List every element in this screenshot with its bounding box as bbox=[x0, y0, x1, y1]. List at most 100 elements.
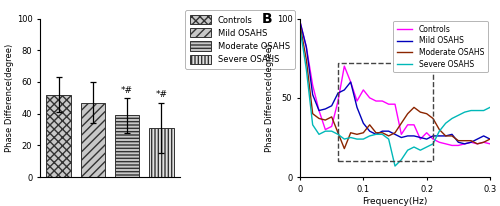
Moderate OSAHS bbox=[297, 24, 303, 26]
Severe OSAHS bbox=[366, 135, 372, 137]
Moderate OSAHS bbox=[354, 133, 360, 136]
Severe OSAHS bbox=[474, 109, 480, 112]
Controls bbox=[480, 141, 486, 144]
Moderate OSAHS bbox=[360, 131, 366, 134]
Moderate OSAHS bbox=[398, 122, 404, 124]
Mild OSAHS bbox=[442, 135, 448, 137]
Text: *#: *# bbox=[121, 86, 133, 95]
Mild OSAHS bbox=[392, 133, 398, 136]
Controls bbox=[366, 97, 372, 99]
Moderate OSAHS bbox=[436, 128, 442, 131]
Y-axis label: Phase Difference(degree): Phase Difference(degree) bbox=[265, 44, 274, 152]
Controls bbox=[328, 125, 334, 128]
Moderate OSAHS bbox=[462, 139, 468, 142]
Mild OSAHS bbox=[316, 109, 322, 112]
Controls bbox=[304, 46, 310, 48]
Mild OSAHS bbox=[342, 89, 347, 91]
Moderate OSAHS bbox=[328, 116, 334, 118]
Mild OSAHS bbox=[404, 135, 410, 137]
Text: B: B bbox=[262, 12, 272, 26]
Severe OSAHS bbox=[487, 106, 493, 109]
Severe OSAHS bbox=[322, 130, 328, 132]
Moderate OSAHS bbox=[449, 135, 455, 137]
Severe OSAHS bbox=[392, 165, 398, 167]
Mild OSAHS bbox=[398, 136, 404, 139]
Controls bbox=[418, 138, 424, 140]
Controls bbox=[360, 89, 366, 91]
Severe OSAHS bbox=[411, 146, 417, 148]
Mild OSAHS bbox=[462, 143, 468, 145]
Mild OSAHS bbox=[449, 133, 455, 136]
Moderate OSAHS bbox=[487, 138, 493, 140]
Controls bbox=[474, 143, 480, 145]
Moderate OSAHS bbox=[342, 147, 347, 150]
Severe OSAHS bbox=[398, 158, 404, 161]
Moderate OSAHS bbox=[474, 143, 480, 145]
Mild OSAHS bbox=[411, 135, 417, 137]
Legend: Controls, Mild OSAHS, Moderate OSAHS, Severe OSAHS: Controls, Mild OSAHS, Moderate OSAHS, Se… bbox=[185, 10, 294, 69]
Mild OSAHS bbox=[456, 141, 462, 144]
X-axis label: Frequency(Hz): Frequency(Hz) bbox=[362, 197, 428, 206]
Moderate OSAHS bbox=[373, 131, 379, 134]
Mild OSAHS bbox=[322, 108, 328, 110]
Controls bbox=[436, 141, 442, 144]
Moderate OSAHS bbox=[480, 141, 486, 144]
Controls bbox=[449, 144, 455, 147]
Mild OSAHS bbox=[304, 46, 310, 48]
Severe OSAHS bbox=[348, 136, 354, 139]
Controls bbox=[424, 131, 430, 134]
Severe OSAHS bbox=[456, 114, 462, 117]
Mild OSAHS bbox=[436, 135, 442, 137]
Bar bbox=[46, 95, 71, 177]
Controls bbox=[322, 128, 328, 131]
Mild OSAHS bbox=[297, 20, 303, 23]
Controls bbox=[342, 65, 347, 67]
Controls bbox=[411, 124, 417, 126]
Severe OSAHS bbox=[468, 109, 474, 112]
Controls bbox=[297, 20, 303, 23]
Y-axis label: Phase Difference(degree): Phase Difference(degree) bbox=[5, 44, 14, 152]
Moderate OSAHS bbox=[304, 59, 310, 61]
Moderate OSAHS bbox=[335, 131, 341, 134]
Controls bbox=[430, 138, 436, 140]
Mild OSAHS bbox=[328, 105, 334, 107]
Severe OSAHS bbox=[386, 138, 392, 140]
Mild OSAHS bbox=[310, 94, 316, 96]
Mild OSAHS bbox=[430, 135, 436, 137]
Severe OSAHS bbox=[310, 124, 316, 126]
Controls bbox=[456, 144, 462, 147]
Severe OSAHS bbox=[373, 133, 379, 136]
Controls bbox=[354, 100, 360, 102]
Moderate OSAHS bbox=[392, 131, 398, 134]
Bar bbox=[338, 63, 433, 161]
Moderate OSAHS bbox=[418, 111, 424, 113]
Moderate OSAHS bbox=[430, 117, 436, 120]
Severe OSAHS bbox=[418, 149, 424, 151]
Severe OSAHS bbox=[462, 111, 468, 113]
Moderate OSAHS bbox=[468, 139, 474, 142]
Controls bbox=[310, 84, 316, 86]
Severe OSAHS bbox=[316, 133, 322, 136]
Severe OSAHS bbox=[360, 138, 366, 140]
Mild OSAHS bbox=[348, 81, 354, 83]
Severe OSAHS bbox=[480, 109, 486, 112]
Line: Mild OSAHS: Mild OSAHS bbox=[300, 22, 490, 144]
Line: Controls: Controls bbox=[300, 22, 490, 145]
Controls bbox=[316, 109, 322, 112]
Controls bbox=[348, 81, 354, 83]
Text: *#: *# bbox=[156, 90, 168, 99]
Mild OSAHS bbox=[373, 133, 379, 136]
Moderate OSAHS bbox=[316, 117, 322, 120]
Mild OSAHS bbox=[487, 138, 493, 140]
Severe OSAHS bbox=[380, 133, 386, 136]
Bar bbox=[149, 128, 174, 177]
Controls bbox=[462, 143, 468, 145]
Severe OSAHS bbox=[342, 138, 347, 140]
Severe OSAHS bbox=[304, 68, 310, 70]
Moderate OSAHS bbox=[386, 135, 392, 137]
Bar bbox=[115, 115, 140, 177]
Severe OSAHS bbox=[404, 149, 410, 151]
Severe OSAHS bbox=[436, 130, 442, 132]
Severe OSAHS bbox=[430, 143, 436, 145]
Moderate OSAHS bbox=[310, 112, 316, 115]
